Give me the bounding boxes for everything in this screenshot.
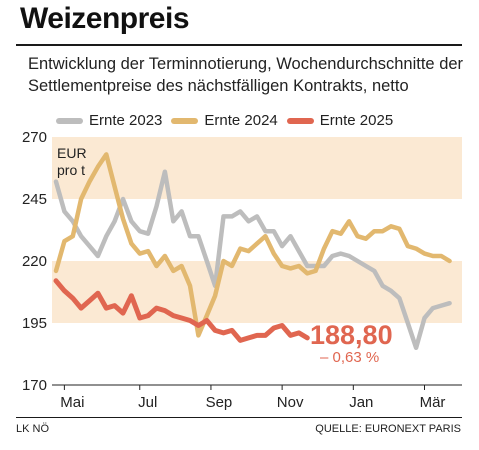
- series-line-ernte-2023: [53, 169, 452, 351]
- band-1: [52, 137, 462, 199]
- x-tick-label: Mär: [420, 394, 446, 411]
- x-axis-ticks: Mai Jul Sep Nov Jan Mär: [60, 385, 445, 411]
- series-line-ernte-2025: [53, 278, 310, 343]
- band-0: [52, 261, 462, 323]
- x-tick-label: Jan: [349, 394, 373, 411]
- footer-source-left: LK NÖ: [16, 423, 50, 435]
- legend-item-2023: Ernte 2023: [56, 112, 162, 129]
- legend-label-2023: Ernte 2023: [89, 112, 163, 129]
- x-tick-label: Jul: [138, 394, 157, 411]
- y-tick-label: 270: [22, 129, 47, 146]
- legend-label-2025: Ernte 2025: [319, 112, 394, 129]
- footer-source-right: QUELLE: EURONEXT PARIS: [315, 423, 461, 435]
- title-rule: [16, 44, 462, 46]
- y-tick-label: 245: [22, 191, 47, 208]
- chart-title: Weizenpreis: [20, 2, 190, 35]
- unit-label-line-1: EUR: [57, 145, 87, 161]
- chart-subtitle: Entwicklung der Terminnotierung, Wochend…: [28, 55, 464, 95]
- series-layer: [53, 152, 452, 351]
- y-axis-ticks: 170 195 220 245 270: [22, 129, 47, 394]
- unit-label-line-2: pro t: [57, 162, 85, 178]
- chart-legend: Ernte 2023 Ernte 2024 Ernte 2025: [56, 112, 402, 129]
- current-price-value: 188,80: [310, 320, 393, 350]
- legend-item-2025: Ernte 2025: [286, 112, 394, 129]
- legend-swatch-2025: [286, 117, 314, 124]
- price-change-label: – 0,63 %: [320, 349, 379, 366]
- legend-swatch-2023: [56, 117, 83, 124]
- x-tick-label: Mai: [60, 394, 84, 411]
- y-tick-label: 170: [22, 377, 47, 394]
- series-line-ernte-2024: [53, 152, 452, 338]
- footer-rule: [16, 417, 462, 418]
- legend-swatch-2024: [171, 117, 199, 124]
- legend-item-2024: Ernte 2024: [171, 112, 278, 129]
- y-tick-label: 195: [22, 315, 47, 332]
- legend-label-2024: Ernte 2024: [204, 112, 278, 129]
- x-tick-label: Nov: [277, 394, 304, 411]
- x-tick-label: Sep: [206, 394, 233, 411]
- y-tick-label: 220: [22, 253, 47, 270]
